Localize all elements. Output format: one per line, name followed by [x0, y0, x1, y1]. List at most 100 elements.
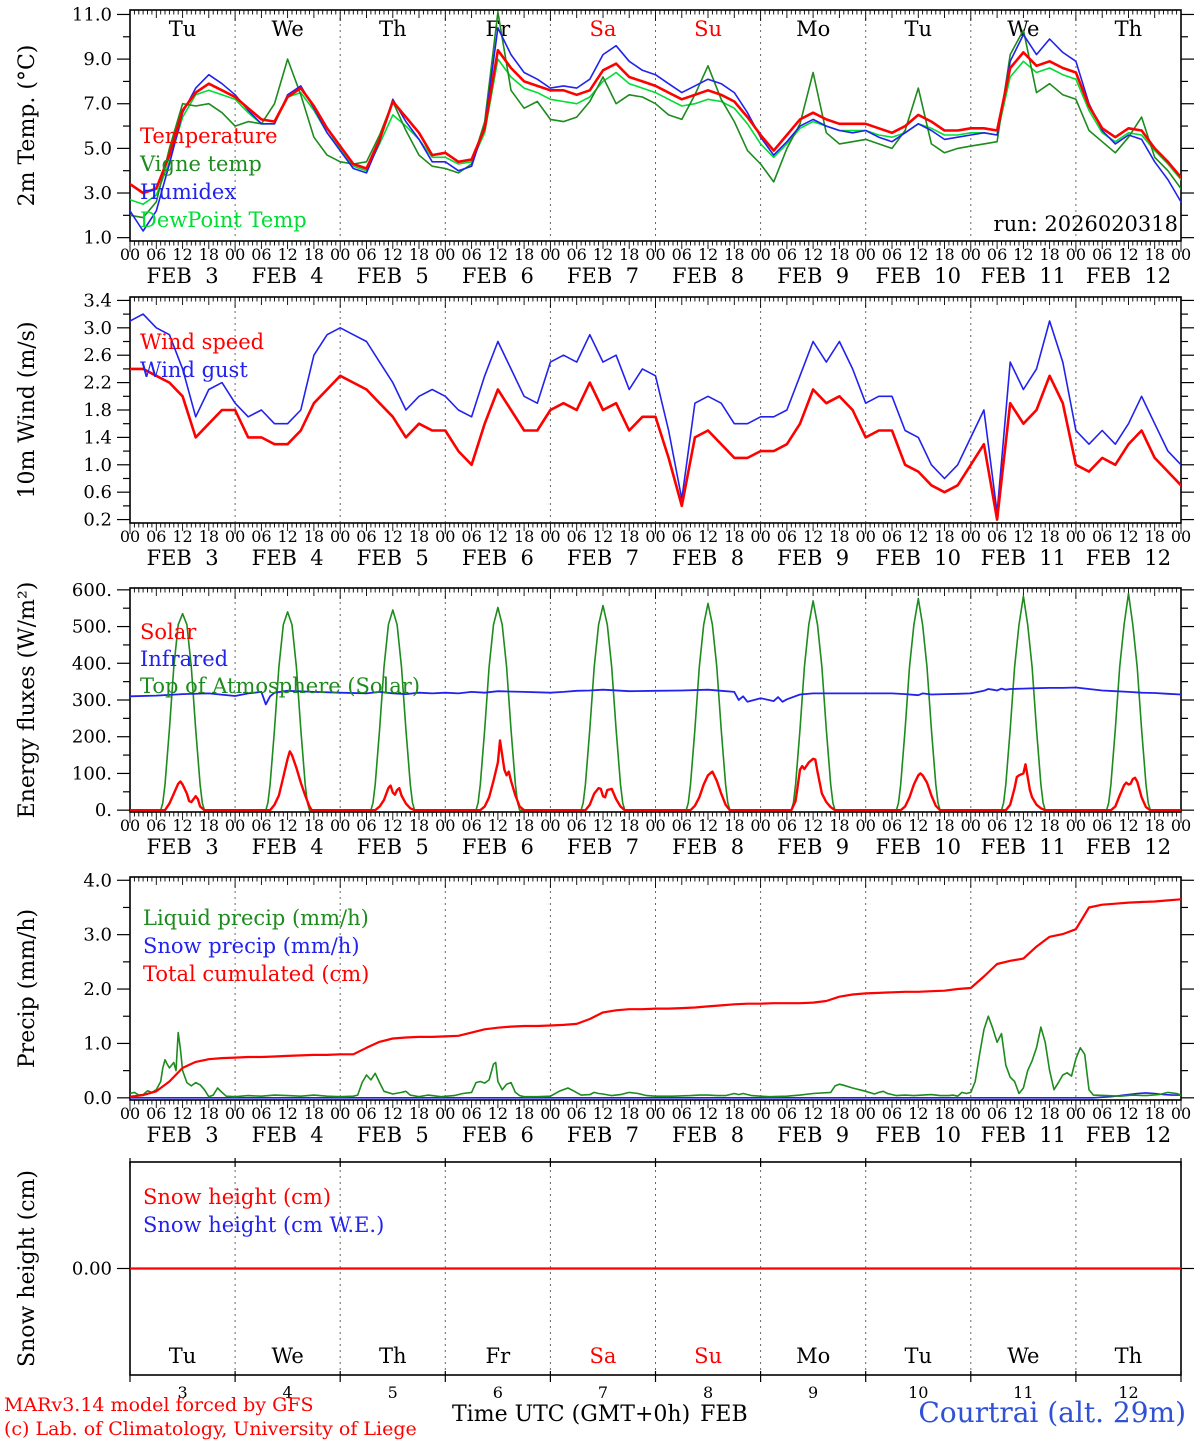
x-tick-label: 00	[435, 816, 455, 835]
date-label: FEB 7	[567, 835, 639, 859]
x-tick-label: 00	[856, 816, 876, 835]
x-tick-label: 06	[566, 245, 586, 264]
date-label: FEB 3	[147, 546, 219, 570]
x-tick-label: 00	[225, 816, 245, 835]
x-tick-label: 06	[987, 527, 1007, 546]
x-tick-label: 00	[120, 816, 140, 835]
date-label: FEB 11	[981, 835, 1066, 859]
x-tick-label: 06	[461, 816, 481, 835]
date-label: FEB 10	[876, 1123, 961, 1147]
x-tick-label: 06	[882, 1104, 902, 1123]
x-tick-label: 12	[383, 1104, 403, 1123]
day-name-label: Th	[1115, 17, 1143, 41]
x-tick-label: 06	[882, 527, 902, 546]
date-label: FEB 10	[876, 264, 961, 288]
x-tick-label: 00	[330, 1104, 350, 1123]
panel-temp: 1.0 3.0 5.0 7.0 9.0 11.0 00 06 12 18 00 06 12 18 00 06 1…	[15, 4, 1194, 288]
x-tick-label: 18	[1039, 816, 1059, 835]
x-tick-label: 12	[1118, 1104, 1138, 1123]
legend-snow-precip-mm-h: Snow precip (mm/h)	[143, 934, 360, 958]
date-label: FEB 6	[462, 264, 534, 288]
x-tick-label: 12	[698, 1104, 718, 1123]
series-temperature	[130, 48, 1181, 195]
x-tick-label: 00	[750, 1104, 770, 1123]
x-tick-label: 18	[619, 245, 639, 264]
x-tick-label: 12	[172, 527, 192, 546]
date-label: FEB 4	[252, 835, 324, 859]
date-label: FEB 5	[357, 546, 429, 570]
x-tick-label: 00	[645, 816, 665, 835]
x-tick-label: 06	[672, 816, 692, 835]
y-tick-label: 1.8	[83, 400, 112, 421]
x-tick-label: 00	[225, 1104, 245, 1123]
x-tick-label: 18	[199, 816, 219, 835]
x-tick-label: 06	[987, 245, 1007, 264]
x-tick-label: 06	[1092, 245, 1112, 264]
date-label: FEB 5	[357, 264, 429, 288]
x-tick-label: 18	[1145, 1104, 1165, 1123]
x-tick-label: 12	[1013, 816, 1033, 835]
x-tick-label: 18	[1145, 527, 1165, 546]
ylabel-energy: Energy fluxes (W/m²)	[15, 582, 40, 819]
x-tick-label: 06	[566, 1104, 586, 1123]
x-tick-label: 12	[803, 1104, 823, 1123]
time-axis-title: Time UTC (GMT+0h) FEB	[452, 1402, 748, 1427]
x-tick-label: 18	[829, 816, 849, 835]
x-tick-label: 12	[593, 816, 613, 835]
x-tick-label: 00	[435, 245, 455, 264]
day-name-label: Tu	[904, 17, 932, 41]
y-tick-label: 2.0	[83, 979, 112, 1000]
x-tick-label: 18	[934, 527, 954, 546]
x-tick-label: 18	[934, 1104, 954, 1123]
x-tick-label: 12	[1118, 245, 1138, 264]
x-tick-label: 06	[566, 816, 586, 835]
x-tick-label: 18	[934, 245, 954, 264]
x-tick-label: 06	[356, 527, 376, 546]
x-tick-label: 12	[383, 816, 403, 835]
x-tick-label: 18	[724, 816, 744, 835]
y-tick-label: 300.	[72, 690, 112, 711]
x-tick-label: 06	[882, 245, 902, 264]
ylabel-snow: Snow height (cm)	[15, 1170, 40, 1367]
x-tick-label: 12	[593, 527, 613, 546]
y-tick-label: 5.0	[83, 138, 112, 159]
x-tick-label: 00	[120, 245, 140, 264]
y-tick-label: 3.0	[83, 318, 112, 339]
day-name-label: Fr	[486, 1344, 512, 1368]
x-tick-label: 12	[908, 245, 928, 264]
x-tick-label: 06	[987, 816, 1007, 835]
date-label: FEB 5	[357, 835, 429, 859]
y-tick-label: 4.0	[83, 870, 112, 891]
x-tick-label: 12	[803, 816, 823, 835]
day-name-label: Tu	[169, 1344, 197, 1368]
date-label: FEB 11	[981, 1123, 1066, 1147]
y-tick-label: 11.0	[72, 4, 112, 25]
panel-snow: 0.00 Tu We Th Fr Sa Su Mo Tu We Th 3 4 5 6 7 8 9 10 11 12 Sno…	[15, 1158, 1194, 1402]
x-tick-label: 00	[1066, 1104, 1086, 1123]
x-tick-label: 06	[1092, 527, 1112, 546]
date-label: FEB 11	[981, 546, 1066, 570]
series-wind-gust	[130, 313, 1181, 514]
ylabel-precip: Precip (mm/h)	[15, 909, 40, 1068]
series-snow-precip-mm-h	[130, 1092, 1181, 1099]
x-tick-label: 12	[383, 245, 403, 264]
hour-tick-comb	[129, 10, 1182, 252]
day-name-label: Tu	[169, 17, 197, 41]
x-tick-label: 12	[593, 245, 613, 264]
x-tick-label: 12	[488, 527, 508, 546]
x-tick-label: 06	[672, 1104, 692, 1123]
day-number-label: 3	[177, 1383, 187, 1402]
x-tick-label: 06	[146, 1104, 166, 1123]
x-tick-label: 06	[356, 816, 376, 835]
date-label: FEB 8	[672, 546, 744, 570]
x-tick-label: 00	[961, 1104, 981, 1123]
x-tick-label: 06	[461, 527, 481, 546]
x-tick-label: 18	[409, 816, 429, 835]
date-label: FEB 7	[567, 264, 639, 288]
x-tick-label: 06	[356, 1104, 376, 1123]
date-label: FEB 9	[777, 264, 849, 288]
x-tick-label: 00	[645, 1104, 665, 1123]
x-tick-label: 12	[593, 1104, 613, 1123]
legend-total-cumulated-cm: Total cumulated (cm)	[143, 962, 369, 986]
